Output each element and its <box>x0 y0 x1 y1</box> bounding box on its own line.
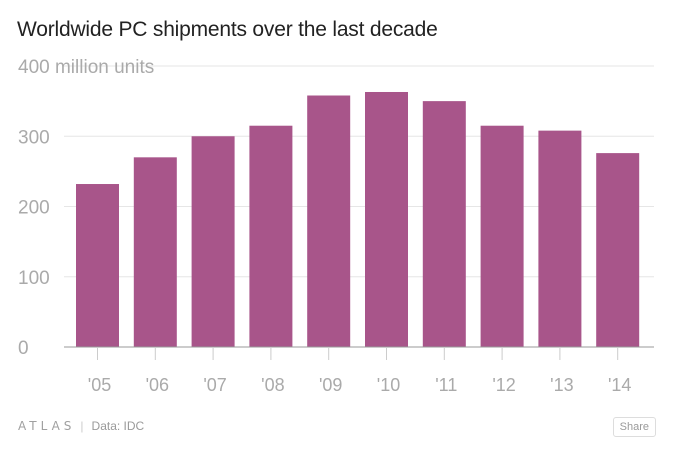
share-button[interactable]: Share <box>612 417 656 437</box>
y-tick-label: 0 <box>18 338 29 359</box>
bar-12[interactable] <box>480 125 524 348</box>
bar-14[interactable] <box>596 153 640 347</box>
data-source: Data: IDC <box>91 419 145 433</box>
bar-05[interactable] <box>76 184 119 347</box>
bars <box>76 91 640 348</box>
x-tick-label: '12 <box>492 375 515 395</box>
x-tick-label: '07 <box>203 375 226 395</box>
y-tick-label: 300 <box>18 127 50 148</box>
x-tick-label: '10 <box>377 375 400 395</box>
bar-10[interactable] <box>365 91 408 348</box>
y-axis-ticks: 0 100 200 300 400 million units <box>18 57 154 359</box>
x-tick-label: '14 <box>608 375 631 395</box>
y-tick-label: 400 million units <box>18 57 154 78</box>
x-axis-ticks: '05 '06 '07 '08 '09 '10 '11 '12 '13 '14 <box>88 347 631 395</box>
x-tick-label: '06 <box>146 375 169 395</box>
chart-title: Worldwide PC shipments over the last dec… <box>17 18 438 41</box>
footer: ATLAS | Data: IDC <box>18 419 144 433</box>
bar-07[interactable] <box>191 136 235 347</box>
bar-13[interactable] <box>538 130 582 347</box>
atlas-logo[interactable]: ATLAS <box>18 419 76 433</box>
y-tick-label: 100 <box>18 268 50 289</box>
x-tick-label: '09 <box>319 375 342 395</box>
x-tick-label: '11 <box>435 375 457 395</box>
bar-11[interactable] <box>422 101 466 347</box>
footer-divider: | <box>80 419 84 433</box>
bar-08[interactable] <box>249 125 293 348</box>
y-tick-label: 200 <box>18 198 50 219</box>
bar-06[interactable] <box>133 157 177 347</box>
x-tick-label: '08 <box>261 375 284 395</box>
x-tick-label: '05 <box>88 375 111 395</box>
bar-09[interactable] <box>307 95 351 347</box>
x-tick-label: '13 <box>550 375 573 395</box>
